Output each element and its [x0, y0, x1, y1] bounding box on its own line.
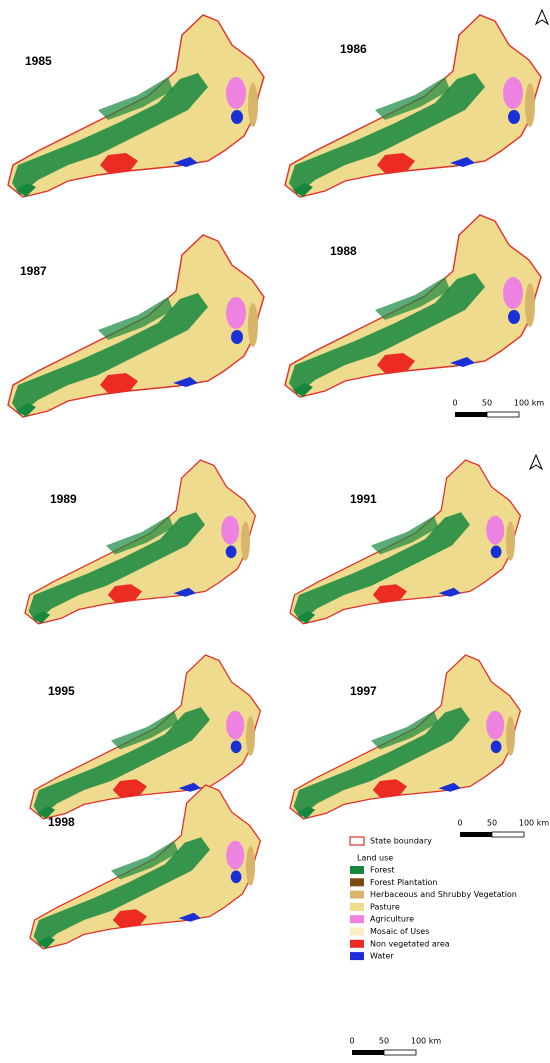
land-use-map [284, 214, 542, 398]
legend-swatch [350, 927, 364, 936]
legend-label: Pasture [370, 902, 400, 911]
boundary-swatch [349, 836, 365, 846]
maps: 1985 1986 1987 1988 1989 1991 1995 1997 1998 [7, 14, 542, 950]
map-year: 1995 [48, 684, 75, 698]
legend-label: State boundary [370, 837, 432, 846]
land-use-map [24, 459, 257, 625]
legend-label: Forest [370, 866, 395, 875]
scale-bar: 0 50 100 km [452, 399, 544, 418]
scale-label: 0 [452, 399, 457, 408]
scale-label: 50 [379, 1037, 389, 1046]
legend: State boundary Land use Forest Forest Plant… [349, 836, 517, 961]
legend-label: Water [370, 952, 394, 961]
legend-label: Herbaceous and Shrubby Vegetation [370, 890, 517, 899]
scale-segment [383, 1049, 417, 1056]
land-use-map [289, 459, 522, 625]
legend-swatch [350, 902, 364, 911]
scale-segment [460, 832, 492, 837]
map-year: 1997 [350, 684, 377, 698]
scale-segment [491, 831, 525, 838]
legend-swatch [350, 890, 364, 899]
legend-swatch [350, 915, 364, 924]
map-year: 1998 [48, 815, 75, 829]
legend-swatch [350, 866, 364, 874]
map-year: 1989 [50, 492, 77, 506]
scale-label: 50 [482, 399, 492, 408]
map-year: 1988 [330, 244, 357, 258]
scale-label: 100 km [519, 819, 549, 828]
map-year: 1987 [20, 264, 47, 278]
scale-label: 0 [349, 1037, 354, 1046]
land-use-map [7, 234, 265, 418]
scale-bars: 0 50 100 km 0 50 100 km 0 50 100 km [349, 399, 549, 1056]
scale-bar: 0 50 100 km [457, 819, 549, 838]
north-arrow [534, 8, 550, 26]
legend-label: Non vegetated area [370, 939, 450, 948]
legend-label: Mosaic of Uses [370, 927, 429, 936]
north-arrow [528, 453, 544, 471]
legend-label: Agriculture [370, 915, 414, 924]
legend-swatch [350, 939, 364, 948]
map-year: 1986 [340, 42, 367, 56]
land-use-map [289, 654, 522, 820]
scale-label: 100 km [514, 399, 544, 408]
legend-swatch [350, 878, 364, 887]
map-year: 1985 [25, 54, 52, 68]
land-use-map [284, 14, 542, 198]
land-use-map [7, 14, 265, 198]
scale-label: 0 [457, 819, 462, 828]
map-year: 1991 [350, 492, 377, 506]
scale-bar: 0 50 100 km [349, 1037, 441, 1056]
scale-label: 100 km [411, 1037, 441, 1046]
scale-segment [486, 411, 520, 418]
legend-label: Forest Plantation [370, 878, 437, 887]
scale-segment [455, 412, 487, 417]
land-use-map [29, 654, 262, 820]
scale-label: 50 [487, 819, 497, 828]
legend-heading: Land use [357, 854, 393, 863]
scale-segment [352, 1050, 384, 1055]
legend-swatch [350, 952, 364, 961]
